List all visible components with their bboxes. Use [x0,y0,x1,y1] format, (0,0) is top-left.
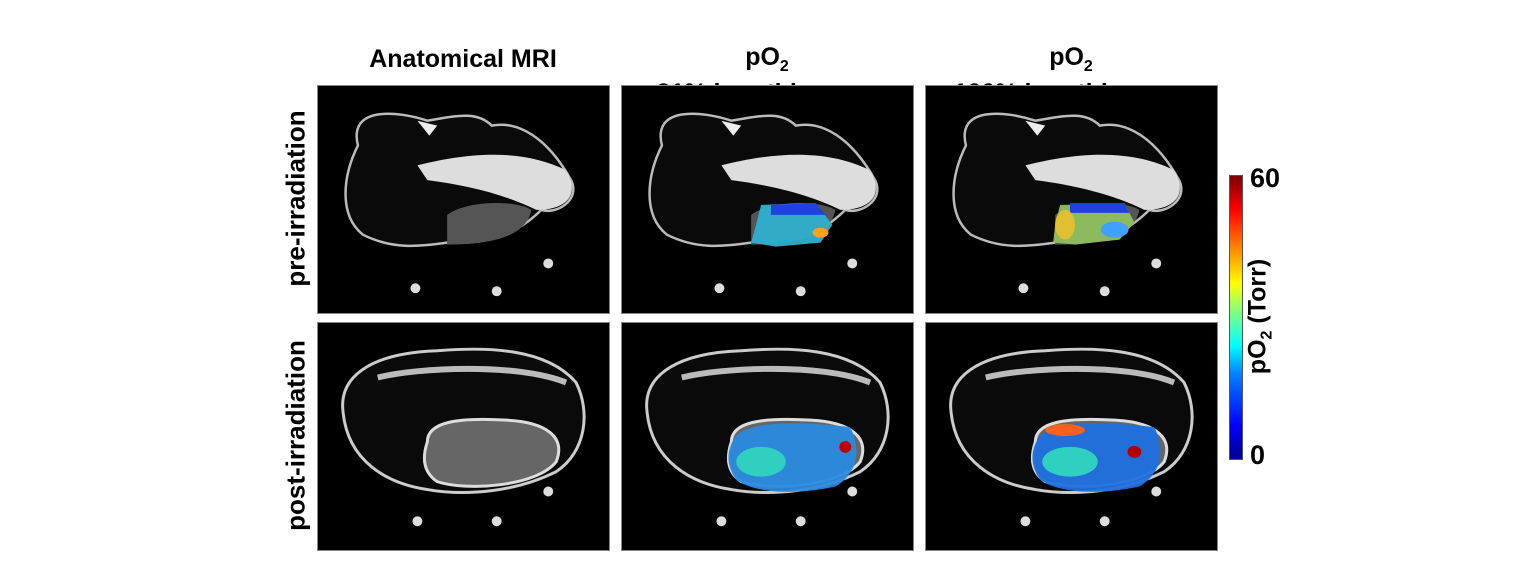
image-panel-pre-irradiation-col3 [925,85,1218,314]
colorbar-title: pO2 (Torr) [1244,217,1277,417]
column-title-anatomical: Anatomical MRI [369,45,557,73]
image-panel-post-irradiation-col2 [621,322,914,551]
colorbar [1229,175,1243,460]
row-label-pre: pre-irradiation [280,110,311,287]
image-panel-post-irradiation-col1 [317,322,610,551]
mri-image [341,347,586,527]
row-label-post: post-irradiation [280,340,311,531]
title-main: pO [745,43,780,71]
title-main: pO [1049,43,1084,71]
colorbar-min-label: 0 [1250,440,1266,470]
cb-title-main: pO [1243,339,1272,375]
cb-title-sub: 2 [1258,330,1276,340]
title-sub: 2 [779,58,789,75]
mri-image [952,112,1183,297]
image-panel-post-irradiation-col3 [925,322,1218,551]
cb-title-unit: (Torr) [1243,258,1272,331]
image-panel-pre-irradiation-col2 [621,85,914,314]
image-panel-pre-irradiation-col1 [317,85,610,314]
mri-image [648,112,879,297]
colorbar-max-label: 60 [1250,163,1281,193]
mri-image [645,347,890,527]
mri-image [344,112,575,297]
title-sub: 2 [1083,58,1093,75]
mri-image [949,347,1194,527]
